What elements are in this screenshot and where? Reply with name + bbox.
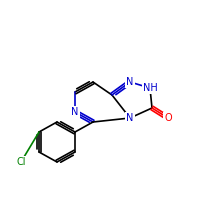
- Text: Cl: Cl: [16, 157, 26, 167]
- Text: N: N: [126, 77, 134, 87]
- Text: N: N: [71, 107, 79, 117]
- Text: N: N: [126, 113, 134, 123]
- Text: O: O: [164, 113, 172, 123]
- Text: NH: NH: [143, 83, 157, 93]
